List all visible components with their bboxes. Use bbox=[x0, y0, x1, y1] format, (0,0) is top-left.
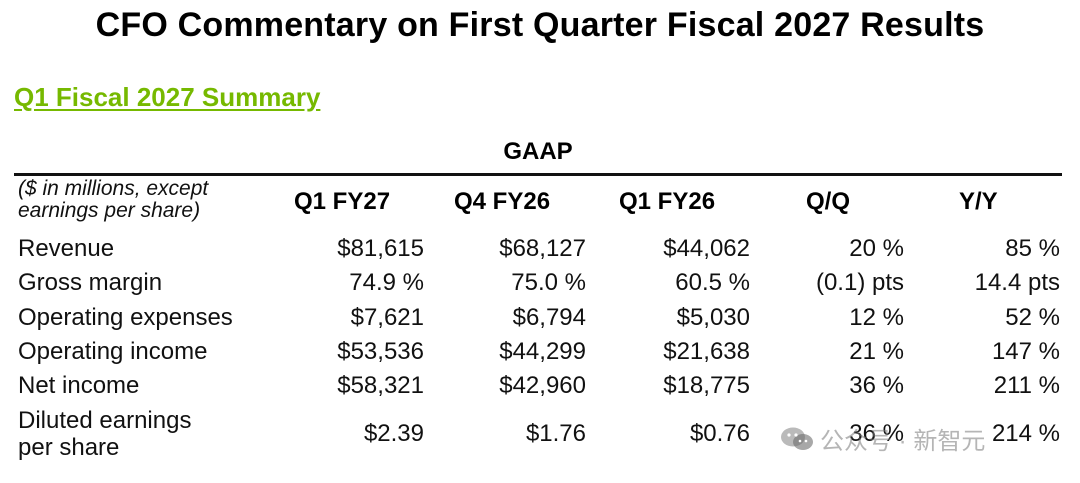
header-divider bbox=[14, 173, 1062, 176]
cell-value: 147 % bbox=[991, 338, 1060, 365]
table-row: Diluted earnings per share $2.39 $1.76 $… bbox=[0, 407, 1080, 463]
cell-value: $58,321 bbox=[337, 372, 424, 399]
cell-value: 75.0 % bbox=[511, 269, 586, 296]
table-row: Net income $58,321 $42,960 $18,775 36 % … bbox=[0, 372, 1080, 406]
gaap-header: GAAP bbox=[503, 138, 573, 165]
cell-value: $5,030 bbox=[676, 304, 750, 331]
wechat-icon bbox=[780, 426, 814, 452]
row-label: Operating expenses bbox=[18, 304, 233, 331]
col-header-yy: Y/Y bbox=[959, 188, 998, 215]
summary-link[interactable]: Q1 Fiscal 2027 Summary bbox=[14, 82, 321, 112]
col-header-q4fy26: Q4 FY26 bbox=[454, 188, 551, 215]
cell-value: 20 % bbox=[849, 235, 904, 262]
row-label-line2: per share bbox=[18, 434, 120, 461]
cell-value: 74.9 % bbox=[349, 269, 424, 296]
cell-value: $6,794 bbox=[512, 304, 586, 331]
units-note-line1: ($ in millions, except bbox=[18, 177, 209, 200]
col-header-q1fy27: Q1 FY27 bbox=[294, 188, 391, 215]
cell-value: 21 % bbox=[849, 338, 904, 365]
cell-value: $42,960 bbox=[499, 372, 586, 399]
units-note-line2: earnings per share) bbox=[18, 199, 201, 222]
col-header-qq: Q/Q bbox=[806, 188, 851, 215]
cell-value: 85 % bbox=[1005, 235, 1060, 262]
cell-value: 12 % bbox=[849, 304, 904, 331]
table-row: Operating income $53,536 $44,299 $21,638… bbox=[0, 338, 1080, 372]
row-label: Gross margin bbox=[18, 269, 163, 296]
cell-value: $44,062 bbox=[663, 235, 750, 262]
page-title: CFO Commentary on First Quarter Fiscal 2… bbox=[95, 6, 985, 44]
cell-value: $21,638 bbox=[663, 338, 750, 365]
cell-value: 60.5 % bbox=[675, 269, 750, 296]
watermark: 公众号 · 新智元 bbox=[780, 421, 985, 456]
cell-value: $68,127 bbox=[499, 235, 586, 262]
watermark-text: 公众号 · 新智元 bbox=[820, 428, 986, 455]
cell-value: $18,775 bbox=[663, 372, 750, 399]
row-label: Diluted earnings per share bbox=[18, 407, 191, 461]
row-label: Operating income bbox=[18, 338, 208, 365]
cell-value: 214 % bbox=[991, 420, 1060, 447]
cell-value: 36 % bbox=[849, 420, 904, 447]
cell-value: $2.39 bbox=[363, 420, 424, 447]
cell-value: $44,299 bbox=[499, 338, 586, 365]
cell-value: $1.76 bbox=[525, 420, 586, 447]
cell-value: $7,621 bbox=[350, 304, 424, 331]
table-row: Gross margin 74.9 % 75.0 % 60.5 % (0.1) … bbox=[0, 269, 1080, 303]
cell-value: 14.4 pts bbox=[974, 269, 1060, 296]
cell-value: 211 % bbox=[993, 372, 1060, 399]
cell-value: 52 % bbox=[1005, 304, 1060, 331]
row-label-line1: Diluted earnings bbox=[18, 407, 192, 434]
row-label: Revenue bbox=[18, 235, 115, 262]
table-row: Revenue $81,615 $68,127 $44,062 20 % 85 … bbox=[0, 235, 1080, 269]
cell-value: $81,615 bbox=[337, 235, 424, 262]
cell-value: 36 % bbox=[849, 372, 904, 399]
cell-value: $0.76 bbox=[689, 420, 750, 447]
units-note: ($ in millions, except earnings per shar… bbox=[18, 178, 208, 222]
cell-value: $53,536 bbox=[337, 338, 424, 365]
row-label: Net income bbox=[18, 372, 140, 399]
col-header-q1fy26: Q1 FY26 bbox=[619, 188, 716, 215]
table-row: Operating expenses $7,621 $6,794 $5,030 … bbox=[0, 304, 1080, 338]
cell-value: (0.1) pts bbox=[815, 269, 904, 296]
